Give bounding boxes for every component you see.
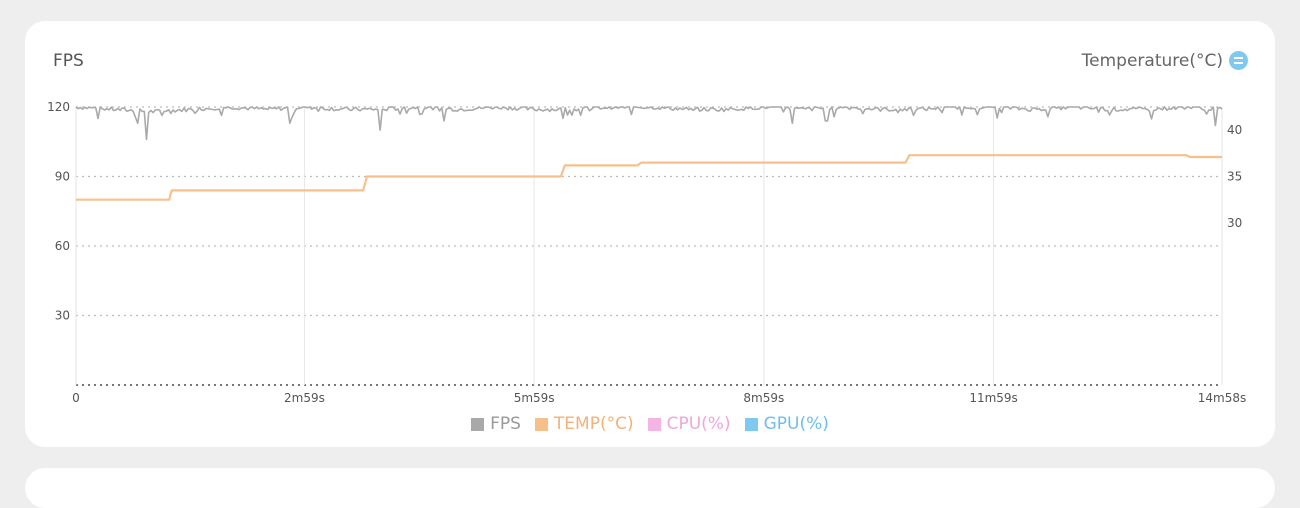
- temperature-axis-title: Temperature(°C): [1081, 51, 1223, 71]
- fps-series-line: [75, 106, 1223, 141]
- x-tick-label: 11m59s: [969, 391, 1017, 405]
- temp-series-line: [76, 154, 1222, 201]
- y-right-tick-label: 30: [1227, 216, 1242, 230]
- legend-swatch-fps: [471, 417, 485, 431]
- legend-label-cpu: CPU(%): [666, 414, 731, 434]
- x-tick-label: 2m59s: [284, 391, 325, 405]
- legend-swatch-temp: [534, 417, 548, 431]
- x-tick-label: 0: [72, 391, 80, 405]
- y-left-tick-label: 60: [55, 239, 70, 253]
- y-left-tick-label: 30: [55, 309, 70, 323]
- x-tick-label: 5m59s: [514, 391, 555, 405]
- y-right-tick-label: 35: [1227, 170, 1242, 184]
- y-left-tick-label: 90: [55, 170, 70, 184]
- chart-legend: FPS TEMP(°C) CPU(%) GPU(%): [0, 414, 1300, 434]
- fps-axis-title: FPS: [53, 51, 84, 71]
- fps-temperature-chart: 0 2m59s 5m59s 8m59s 11m59s 14m58s 120 90 60 30 4…: [47, 100, 1246, 405]
- legend-label-gpu: GPU(%): [763, 414, 829, 434]
- y-right-tick-label: 40: [1227, 123, 1242, 137]
- y-left-tick-label: 120: [47, 100, 70, 114]
- swap-icon[interactable]: [1229, 51, 1248, 70]
- legend-swatch-gpu: [744, 417, 758, 431]
- legend-item-temp[interactable]: TEMP(°C): [534, 414, 634, 434]
- legend-swatch-cpu: [647, 417, 661, 431]
- legend-item-cpu[interactable]: CPU(%): [647, 414, 731, 434]
- legend-label-fps: FPS: [490, 414, 521, 434]
- x-tick-label: 14m58s: [1198, 391, 1246, 405]
- legend-item-gpu[interactable]: GPU(%): [744, 414, 829, 434]
- x-tick-label: 8m59s: [743, 391, 784, 405]
- legend-label-temp: TEMP(°C): [553, 414, 634, 434]
- chart-card: [25, 21, 1275, 447]
- legend-item-fps[interactable]: FPS: [471, 414, 521, 434]
